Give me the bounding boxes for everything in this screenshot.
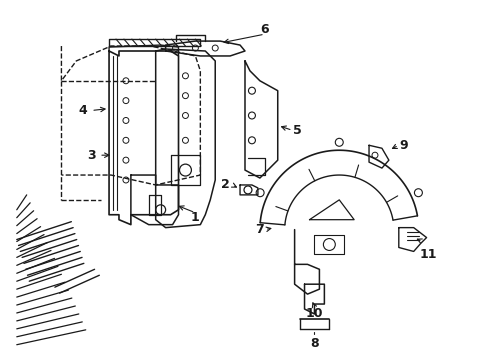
Text: 9: 9 [399,139,407,152]
Text: 8: 8 [309,337,318,350]
Text: 4: 4 [79,104,87,117]
Text: 1: 1 [191,211,200,224]
Text: 11: 11 [419,248,436,261]
Text: 10: 10 [305,307,323,320]
Text: 6: 6 [260,23,268,36]
Text: 7: 7 [255,223,264,236]
Text: 3: 3 [87,149,95,162]
Text: 5: 5 [293,124,302,137]
Text: 2: 2 [220,179,229,192]
